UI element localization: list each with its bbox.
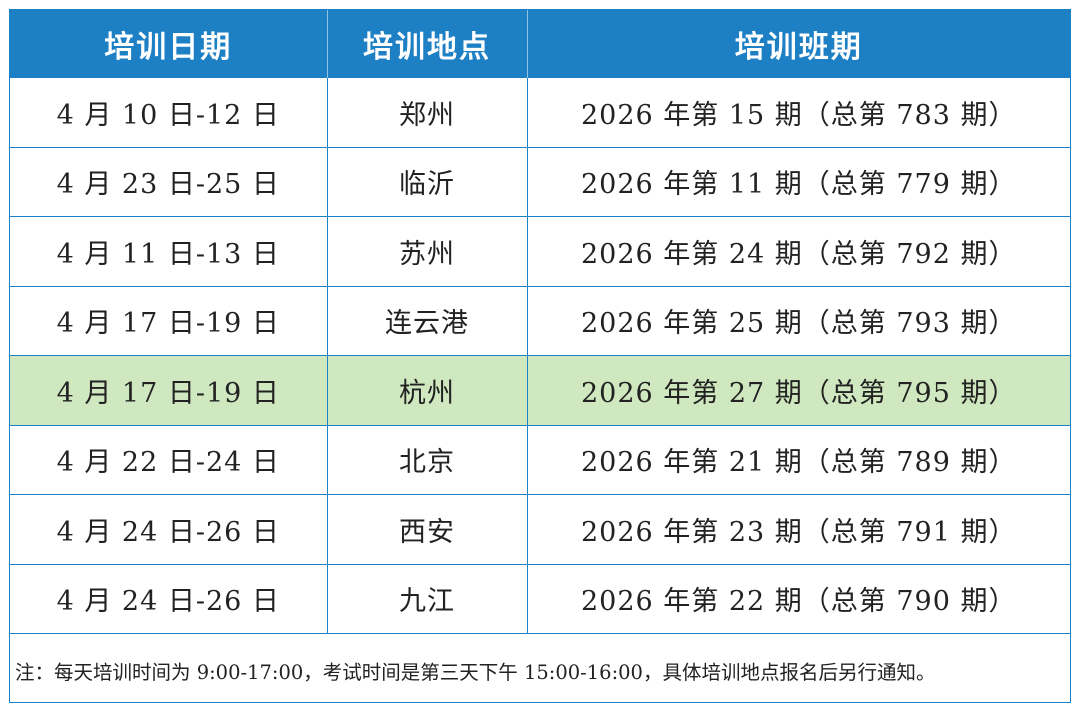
header-location: 培训地点 [327,10,528,78]
cell-location: 临沂 [327,147,528,217]
cell-session: 2026 年第 15 期（总第 783 期） [527,78,1070,148]
cell-date: 4 月 23 日-25 日 [10,147,328,217]
cell-session: 2026 年第 24 期（总第 792 期） [527,216,1070,287]
cell-date: 4 月 24 日-26 日 [10,494,328,565]
table-row: 4 月 24 日-26 日 西安 2026 年第 23 期（总第 791 期） [10,494,1070,565]
table-row: 4 月 11 日-13 日 苏州 2026 年第 24 期（总第 792 期） [10,216,1070,287]
cell-location: 九江 [327,564,528,634]
cell-location: 西安 [327,494,528,565]
cell-session: 2026 年第 25 期（总第 793 期） [527,286,1070,356]
cell-date: 4 月 17 日-19 日 [10,286,328,356]
table-row: 4 月 10 日-12 日 郑州 2026 年第 15 期（总第 783 期） [10,78,1070,148]
cell-date: 4 月 17 日-19 日 [10,355,328,426]
cell-session: 2026 年第 11 期（总第 779 期） [527,147,1070,217]
header-session: 培训班期 [527,10,1070,78]
schedule-table-container: 培训日期 培训地点 培训班期 4 月 10 日-12 日 郑州 2026 年第 … [9,9,1071,703]
cell-session: 2026 年第 22 期（总第 790 期） [527,564,1070,634]
training-schedule-table: 培训日期 培训地点 培训班期 4 月 10 日-12 日 郑州 2026 年第 … [10,10,1070,634]
table-row: 4 月 22 日-24 日 北京 2026 年第 21 期（总第 789 期） [10,425,1070,495]
table-row: 4 月 17 日-19 日 杭州 2026 年第 27 期（总第 795 期） [10,355,1070,426]
cell-location: 郑州 [327,78,528,148]
cell-session: 2026 年第 27 期（总第 795 期） [527,355,1070,426]
table-row: 4 月 24 日-26 日 九江 2026 年第 22 期（总第 790 期） [10,564,1070,634]
cell-session: 2026 年第 21 期（总第 789 期） [527,425,1070,495]
table-row: 4 月 23 日-25 日 临沂 2026 年第 11 期（总第 779 期） [10,147,1070,217]
cell-date: 4 月 22 日-24 日 [10,425,328,495]
table-header-row: 培训日期 培训地点 培训班期 [10,10,1070,78]
cell-date: 4 月 24 日-26 日 [10,564,328,634]
table-row: 4 月 17 日-19 日 连云港 2026 年第 25 期（总第 793 期） [10,286,1070,356]
cell-session: 2026 年第 23 期（总第 791 期） [527,494,1070,565]
cell-location: 连云港 [327,286,528,356]
cell-location: 北京 [327,425,528,495]
cell-location: 苏州 [327,216,528,287]
cell-location: 杭州 [327,355,528,426]
cell-date: 4 月 10 日-12 日 [10,78,328,148]
header-date: 培训日期 [10,10,328,78]
footnote: 注：每天培训时间为 9:00-17:00，考试时间是第三天下午 15:00-16… [15,660,936,684]
cell-date: 4 月 11 日-13 日 [10,216,328,287]
